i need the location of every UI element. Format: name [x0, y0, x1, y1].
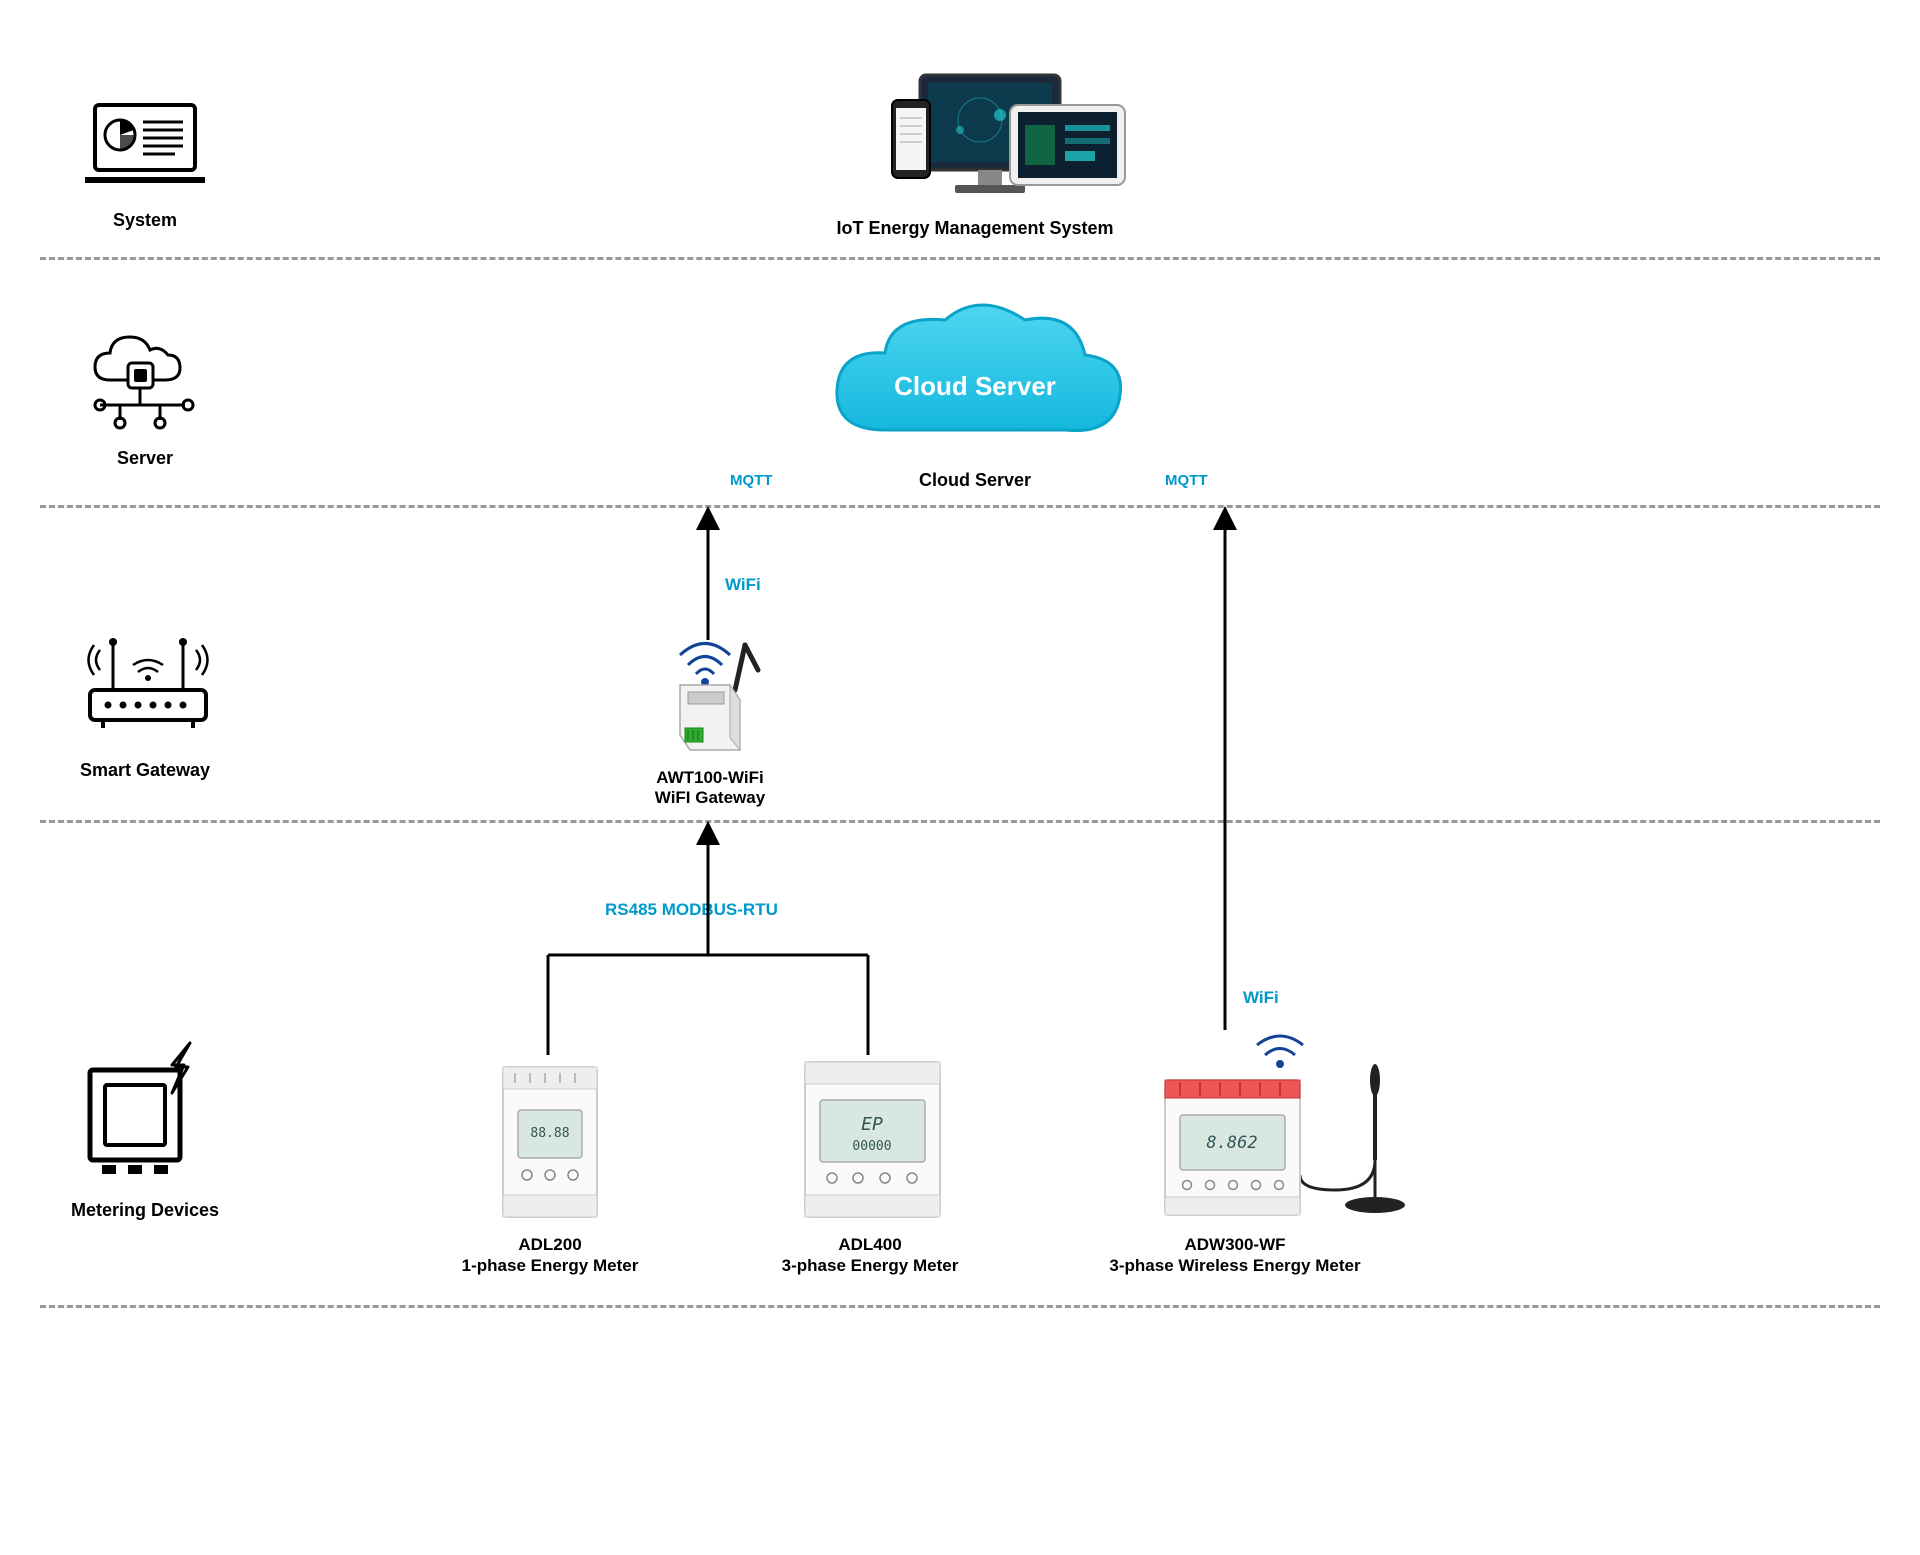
svg-text:EP: EP — [861, 1114, 883, 1135]
adl200-name: ADL200 — [435, 1235, 665, 1255]
adw300-icon: 8.862 — [1135, 1030, 1425, 1235]
awt100-name: AWT100-WiFi — [590, 768, 830, 788]
adl400-name: ADL400 — [750, 1235, 990, 1255]
adl200-desc: 1-phase Energy Meter — [435, 1256, 665, 1276]
svg-text:00000: 00000 — [852, 1139, 891, 1154]
system-side-icon — [85, 100, 205, 190]
mqtt-right-label: MQTT — [1165, 472, 1208, 489]
awt100-desc: WiFI Gateway — [590, 788, 830, 808]
awt100-icon — [640, 610, 790, 760]
metering-side-icon — [80, 1035, 220, 1175]
gateway-side-label: Smart Gateway — [50, 760, 240, 781]
system-devices-icon — [800, 70, 1150, 210]
adw300-name: ADW300-WF — [1100, 1235, 1370, 1255]
cloud-text: Cloud Server — [894, 371, 1056, 401]
divider-3 — [40, 820, 1880, 823]
adl400-icon: EP 00000 — [790, 1050, 955, 1230]
wifi-label-adw300: WiFi — [1243, 988, 1279, 1008]
cloud-server-label: Cloud Server — [820, 470, 1130, 491]
server-side-label: Server — [60, 448, 230, 469]
divider-1 — [40, 257, 1880, 260]
mqtt-left-label: MQTT — [730, 472, 773, 489]
system-main-label: IoT Energy Management System — [800, 218, 1150, 239]
svg-text:88.88: 88.88 — [530, 1126, 569, 1141]
system-side-label: System — [60, 210, 230, 231]
svg-text:8.862: 8.862 — [1206, 1133, 1257, 1153]
server-side-icon — [80, 325, 210, 435]
wifi-label-gateway: WiFi — [725, 575, 761, 595]
gateway-side-icon — [78, 620, 218, 740]
divider-2 — [40, 505, 1880, 508]
adl400-desc: 3-phase Energy Meter — [750, 1256, 990, 1276]
modbus-label: RS485 MODBUS-RTU — [605, 900, 778, 920]
adl200-icon: 88.88 — [485, 1055, 615, 1230]
divider-4 — [40, 1305, 1880, 1308]
adw300-desc: 3-phase Wireless Energy Meter — [1080, 1256, 1390, 1276]
cloud-server-icon: Cloud Server — [815, 295, 1135, 465]
metering-side-label: Metering Devices — [45, 1200, 245, 1221]
